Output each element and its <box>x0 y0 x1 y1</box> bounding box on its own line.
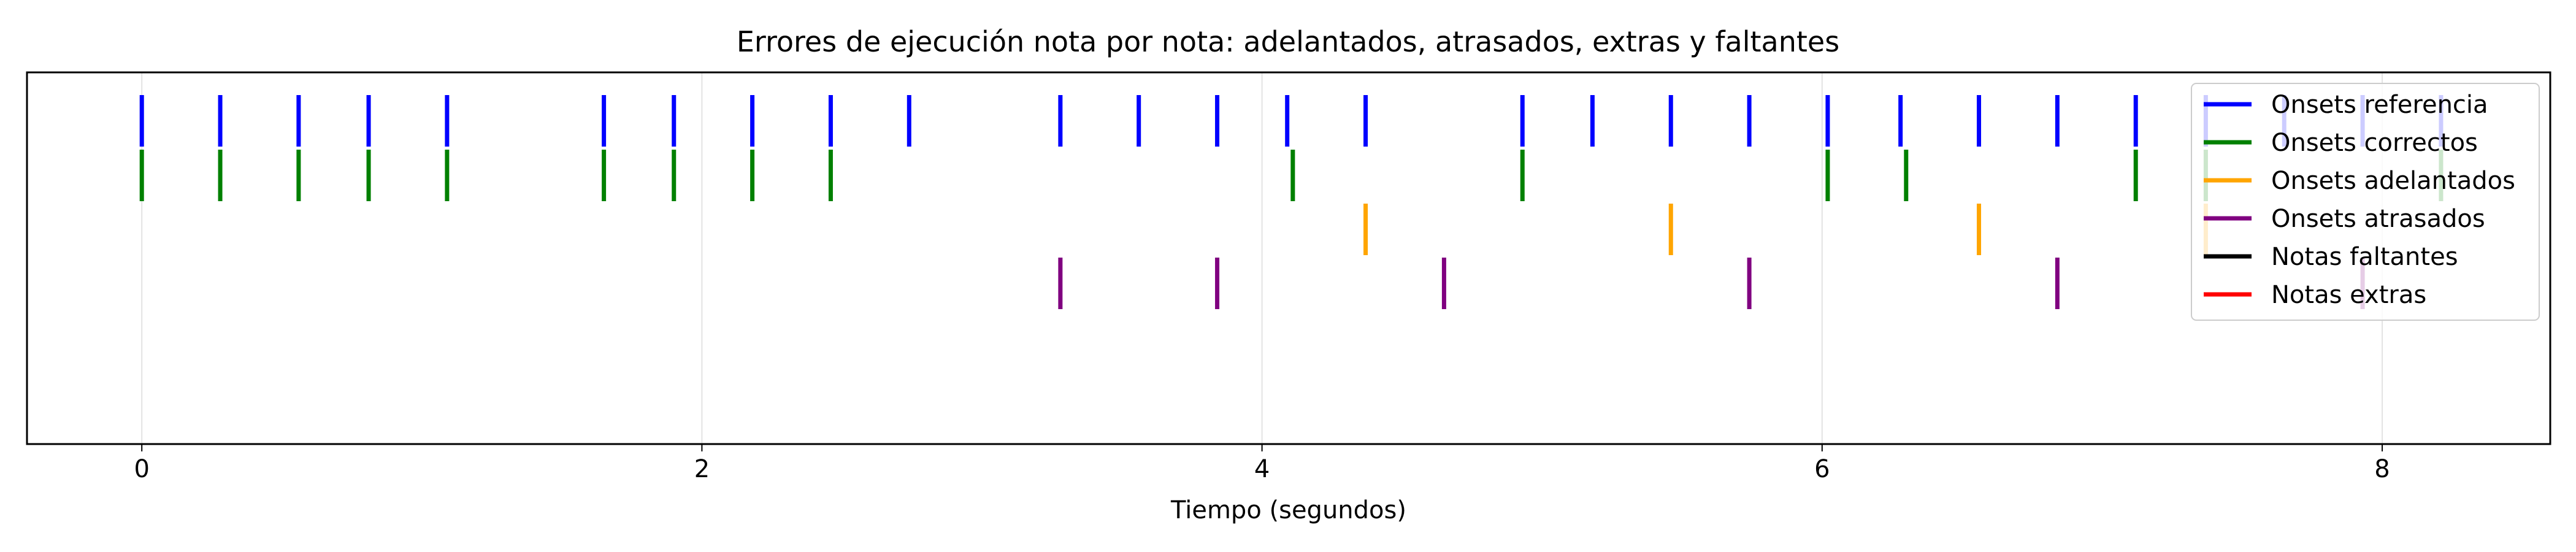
series-1 <box>139 95 2444 147</box>
legend-label: Onsets adelantados <box>2271 167 2515 195</box>
x-tick-label: 2 <box>694 455 710 483</box>
x-tick-label: 4 <box>1254 455 1270 483</box>
legend-label: Notas faltantes <box>2271 243 2458 271</box>
legend-label: Notas extras <box>2271 281 2426 309</box>
legend: Onsets referencia Onsets correctos Onsets … <box>2191 83 2540 321</box>
legend-label: Onsets atrasados <box>2271 205 2485 233</box>
x-axis: 0 2 4 6 8 <box>134 444 2390 483</box>
x-tick-label: 6 <box>1814 455 1830 483</box>
series-4 <box>1058 258 2365 309</box>
x-tick-label: 8 <box>2374 455 2390 483</box>
chart-title: Errores de ejecución nota por nota: adel… <box>737 25 1839 58</box>
x-axis-label: Tiempo (segundos) <box>1170 496 1406 524</box>
legend-label: Onsets correctos <box>2271 129 2478 157</box>
event-marks <box>139 95 2444 309</box>
grid-lines <box>141 72 2383 444</box>
legend-label: Onsets referencia <box>2271 91 2488 119</box>
series-2 <box>139 150 2444 201</box>
x-tick-label: 0 <box>134 455 149 483</box>
plot-frame <box>26 71 2551 445</box>
series-3 <box>1363 204 2208 255</box>
legend-box <box>2191 83 2540 321</box>
